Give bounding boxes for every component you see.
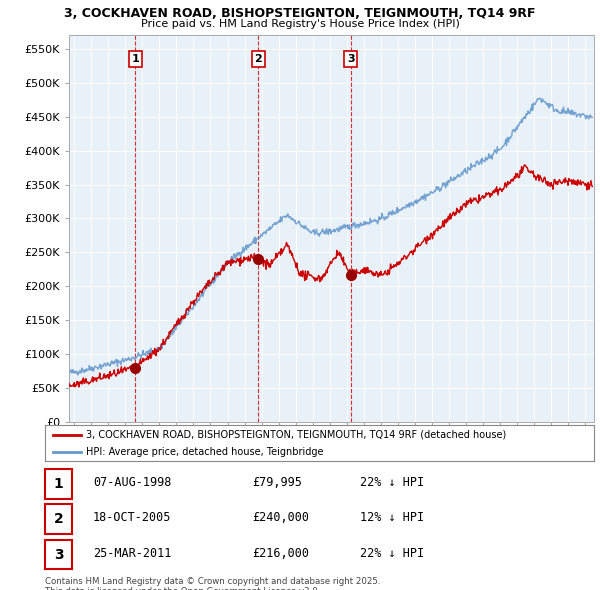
Text: 3, COCKHAVEN ROAD, BISHOPSTEIGNTON, TEIGNMOUTH, TQ14 9RF (detached house): 3, COCKHAVEN ROAD, BISHOPSTEIGNTON, TEIG… — [86, 430, 506, 440]
Text: 22% ↓ HPI: 22% ↓ HPI — [360, 546, 424, 560]
Text: 25-MAR-2011: 25-MAR-2011 — [93, 546, 172, 560]
Text: £240,000: £240,000 — [252, 511, 309, 525]
Text: 3: 3 — [53, 548, 64, 562]
Text: HPI: Average price, detached house, Teignbridge: HPI: Average price, detached house, Teig… — [86, 447, 323, 457]
Text: 22% ↓ HPI: 22% ↓ HPI — [360, 476, 424, 489]
Text: 07-AUG-1998: 07-AUG-1998 — [93, 476, 172, 489]
Text: 18-OCT-2005: 18-OCT-2005 — [93, 511, 172, 525]
Text: 3: 3 — [347, 54, 355, 64]
Text: 3, COCKHAVEN ROAD, BISHOPSTEIGNTON, TEIGNMOUTH, TQ14 9RF: 3, COCKHAVEN ROAD, BISHOPSTEIGNTON, TEIG… — [64, 7, 536, 20]
Text: 2: 2 — [254, 54, 262, 64]
Text: £216,000: £216,000 — [252, 546, 309, 560]
Text: 1: 1 — [131, 54, 139, 64]
Text: Price paid vs. HM Land Registry's House Price Index (HPI): Price paid vs. HM Land Registry's House … — [140, 19, 460, 29]
Text: 1: 1 — [53, 477, 64, 491]
Text: 2: 2 — [53, 512, 64, 526]
Text: 12% ↓ HPI: 12% ↓ HPI — [360, 511, 424, 525]
Text: Contains HM Land Registry data © Crown copyright and database right 2025.
This d: Contains HM Land Registry data © Crown c… — [45, 577, 380, 590]
Text: £79,995: £79,995 — [252, 476, 302, 489]
